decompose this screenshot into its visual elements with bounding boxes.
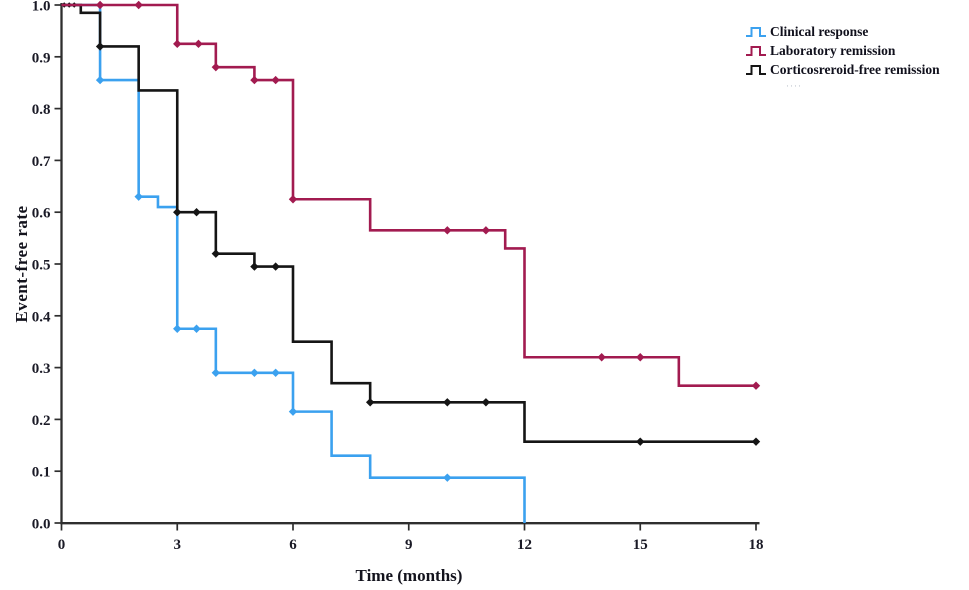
y-tick-label: 0.3 <box>32 361 51 377</box>
censor-marker <box>250 262 259 271</box>
censor-marker <box>173 208 182 217</box>
censor-marker <box>95 0 105 10</box>
y-tick-label: 0.9 <box>32 50 51 66</box>
legend-item-label: Laboratory remission <box>770 42 896 58</box>
censor-marker <box>271 262 280 271</box>
censor-marker <box>636 437 645 446</box>
censor-marker <box>173 324 182 333</box>
censor-marker <box>250 75 259 85</box>
x-tick-label: 9 <box>405 537 413 553</box>
laboratory-remission-step-icon <box>746 46 766 56</box>
censor-marker <box>134 192 143 201</box>
y-tick-label: 0.7 <box>32 154 51 170</box>
legend-item-laboratory-remission: Laboratory remission <box>745 41 940 60</box>
x-tick-label: 15 <box>633 537 648 553</box>
censor-marker <box>194 39 203 49</box>
x-tick-label: 6 <box>289 537 297 553</box>
x-tick-label: 0 <box>58 537 66 553</box>
censor-marker <box>211 62 221 72</box>
truncated-legend-mark: ···· <box>786 81 802 91</box>
y-tick-label: 0.5 <box>32 258 51 274</box>
x-tick-label: 18 <box>749 537 764 553</box>
y-tick-label: 0.0 <box>32 517 51 533</box>
x-axis-title: Time (months) <box>355 566 463 585</box>
axes-lines <box>60 3 760 525</box>
y-tick-label: 0.8 <box>32 102 51 118</box>
censor-marker <box>288 407 298 416</box>
censor-marker <box>636 353 645 362</box>
y-tick-label: 0.2 <box>32 413 51 429</box>
censor-marker <box>271 368 280 377</box>
censor-marker <box>443 226 452 235</box>
censor-marker <box>751 381 761 390</box>
legend-item-clinical-response: Clinical response <box>745 22 940 41</box>
censor-marker <box>95 75 105 85</box>
censor-marker <box>481 226 491 235</box>
y-tick-label: 0.1 <box>32 465 51 481</box>
censor-marker <box>211 249 221 258</box>
legend-item-label: Clinical response <box>770 23 869 39</box>
y-axis-title: Event-free rate <box>12 205 31 323</box>
censor-marker <box>173 39 182 49</box>
censor-marker <box>443 398 452 407</box>
x-tick-label: 3 <box>174 537 182 553</box>
series-curve-2 <box>61 3 756 388</box>
censor-marker <box>443 473 452 482</box>
y-tick-label: 0.6 <box>32 206 51 222</box>
censor-marker <box>250 368 259 377</box>
censor-marker <box>192 208 201 217</box>
corticosteroid-free-remission-step-icon <box>746 65 766 75</box>
x-tick-label: 12 <box>517 537 532 553</box>
legend: Clinical response Laboratory remission C… <box>745 22 940 91</box>
legend-item-corticosteroid-free-remission: Corticosreroid-free remission <box>745 60 940 79</box>
y-tick-label: 1.0 <box>32 0 51 15</box>
censor-marker <box>597 353 606 362</box>
censor-marker <box>481 398 491 407</box>
censor-marker <box>211 368 221 377</box>
clinical-response-step-icon <box>746 27 766 37</box>
censor-marker <box>134 0 143 10</box>
censor-marker <box>95 42 105 51</box>
censor-marker <box>271 75 280 85</box>
censor-marker <box>365 398 375 407</box>
series-curve-1 <box>61 3 756 443</box>
censor-marker <box>192 324 201 333</box>
censor-marker <box>288 195 298 204</box>
legend-item-label: Corticosreroid-free remission <box>770 61 940 77</box>
y-tick-label: 0.4 <box>32 309 51 325</box>
censor-marker <box>751 437 761 446</box>
